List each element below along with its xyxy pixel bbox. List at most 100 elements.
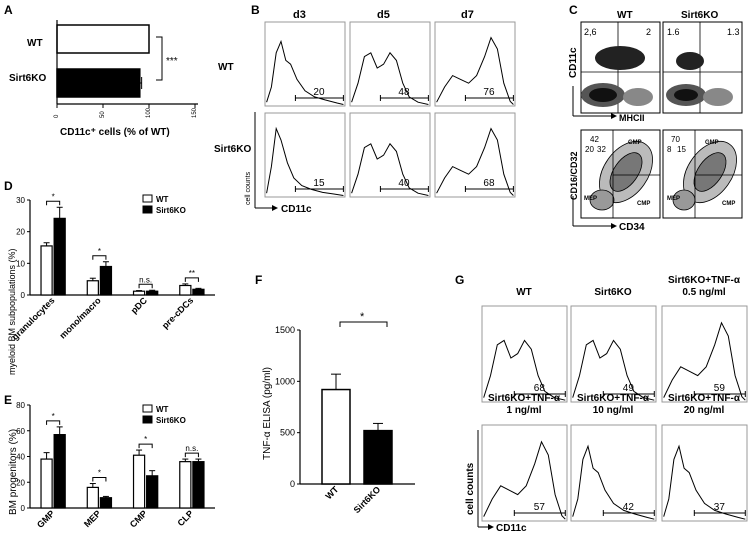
panel-b-axis-x-label: CD11c [281, 204, 312, 215]
panel-c-bottom-plot-ko [662, 129, 743, 219]
panel-f-ytick-label-2: 1000 [275, 376, 295, 386]
panel-c-col-label-ko: Sirt6KO [681, 10, 718, 21]
panel-d-bar-0-1 [86, 280, 99, 296]
panel-e-sig-bracket-0 [46, 420, 61, 425]
panel-g-title-5-1: 20 ng/ml [684, 405, 725, 416]
panel-b-hist-r0-c0-value: 20 [313, 87, 325, 98]
panel-e-bar-0-2 [132, 454, 146, 509]
panel-b-day-label-d7: d7 [461, 9, 474, 21]
panel-d-bar-1-1 [99, 265, 113, 296]
panel-c: C WT Sirt6KO CD11c 2,6 2 1.6 1.3 MHCII C… [568, 3, 743, 233]
panel-f-ytick-label-1: 500 [280, 428, 295, 438]
panel-d-legend-wt-swatch [142, 194, 153, 203]
panel-g-hist-3-frame [481, 424, 568, 522]
panel-c-col-label-wt: WT [617, 10, 633, 21]
panel-e-category-label-1: MEP [82, 508, 103, 529]
panel-d-letter: D [4, 179, 13, 193]
panel-b-hist-r0-c2-curve [436, 36, 514, 105]
panel-c-bottom-num-wt-b: 20 [585, 145, 594, 154]
panel-g-title-2-0: Sirt6KO+TNF-α [668, 275, 741, 286]
panel-e-category-label-0: GMP [35, 508, 57, 530]
panel-g-hist-0-value: 68 [534, 383, 546, 394]
panel-e-category-label-3: CLP [175, 508, 195, 528]
panel-b-histograms: 20 48 76 15 40 68 [264, 21, 516, 198]
panel-f-bar-0 [321, 388, 351, 485]
panel-d-ytick-label-2: 20 [16, 228, 25, 237]
panel-a-tick-label-1: 50 [100, 111, 106, 118]
panel-e-sig-label-1: * [98, 469, 101, 478]
panel-e-sig-bracket-2 [138, 443, 153, 449]
panel-b-hist-r0-c1-frame [349, 21, 431, 107]
panel-g-hist-0-frame [481, 305, 568, 403]
panel-b-row-label-ko: Sirt6KO [214, 144, 251, 155]
panel-g-hist-1-frame [570, 305, 657, 403]
panel-d-bar-1-0 [53, 217, 66, 296]
panel-f-ytick-label-3: 1500 [275, 325, 295, 335]
panel-e-ytick-label-2: 40 [16, 453, 25, 462]
panel-g-title-1-0: Sirt6KO [594, 287, 631, 298]
panel-c-top-q-ko-ul: 1.6 [667, 27, 680, 37]
panel-c-bottom-num-wt-a: 42 [590, 135, 599, 144]
panel-c-top-plot-ko [662, 21, 743, 114]
panel-c-bottom-y-label: CD16/CD32 [569, 151, 579, 200]
panel-c-bottom-axis-arrow [611, 223, 617, 229]
panel-g-hist-5-frame [661, 424, 748, 522]
panel-g-letter: G [455, 273, 464, 287]
panel-g-hist-2-curve [663, 321, 746, 401]
panel-b-hist-r1-c0-value: 15 [313, 178, 325, 189]
panel-e-sig-bracket-1 [92, 477, 107, 482]
panel-g-axis-y-label: cell counts [465, 462, 476, 515]
panel-d-sig-bracket-0 [46, 200, 61, 206]
panel-f-bar-1 [363, 429, 393, 485]
panel-c-top-x-label: MHCII [619, 113, 645, 123]
panel-b-letter: B [251, 3, 260, 17]
panel-c-letter: C [569, 3, 578, 17]
panel-d-sig-label-2: n.s. [139, 275, 152, 284]
panel-g-hist-4-curve [572, 444, 655, 520]
panel-b: B d3 d5 d7 WT Sirt6KO 20 48 76 15 40 68 cell … [214, 3, 516, 215]
panel-c-gate-mep-ko: MEP [667, 196, 680, 202]
panel-e-legend-ko-swatch [142, 415, 153, 424]
panel-e-bar-0-1 [86, 486, 99, 509]
panel-g-hist-5-curve [663, 444, 746, 520]
panel-b-hist-r1-c2-frame [434, 112, 516, 198]
panel-e-sig-label-2: * [144, 435, 147, 444]
panel-d: D myeloid BM subpopulations (%) WT Sirt6… [4, 179, 215, 375]
panel-e-letter: E [4, 393, 12, 407]
panel-a-bars [56, 24, 150, 98]
panel-b-hist-r1-c2-value: 68 [483, 178, 495, 189]
panel-d-sig-label-0: * [52, 192, 55, 201]
panel-d-bar-0-3 [179, 284, 192, 296]
panel-b-hist-r0-c2-value: 76 [483, 87, 495, 98]
panel-c-bottom-x-label: CD34 [619, 222, 645, 233]
panel-c-top-q-wt-ul: 2,6 [584, 27, 597, 37]
panel-a-bar-0 [56, 24, 150, 54]
panel-a-letter: A [4, 3, 13, 17]
panel-c-bottom-num-ko-c: 15 [677, 145, 686, 154]
panel-c-top-axis-arrow [611, 113, 617, 119]
panel-d-sig-bracket-3 [184, 277, 199, 282]
panel-d-category-label-3: pre-cDCs [160, 295, 195, 330]
panel-d-legend-ko-swatch [142, 205, 153, 214]
panel-d-legend-wt-label: WT [156, 195, 169, 204]
panel-d-bar-0-2 [132, 290, 146, 296]
panel-d-ytick-label-1: 10 [16, 259, 25, 268]
panel-e-sig-label-3: n.s. [185, 444, 198, 453]
panel-d-category-label-2: pDC [129, 295, 150, 316]
panel-f-ytick-label-0: 0 [290, 479, 295, 489]
panel-e-legend-wt-label: WT [156, 405, 169, 414]
panel-b-hist-r1-c1-value: 40 [398, 178, 410, 189]
panel-f-letter: F [255, 273, 262, 287]
panel-a-group-label-ko: Sirt6KO [9, 73, 46, 84]
panel-e-bar-1-3 [192, 461, 205, 509]
panel-c-density-ko-high [676, 52, 704, 70]
panel-a-ticks: 0 50 100 150 [54, 104, 198, 118]
panel-e-legend-ko-label: Sirt6KO [156, 416, 186, 425]
panel-c-gate-cmp-ko: CMP [722, 201, 735, 207]
panel-d-bar-1-3 [192, 288, 205, 296]
panel-g-hist-1-curve [572, 339, 655, 401]
panel-c-density-ko-mid [703, 88, 733, 106]
panel-g-axis-arrow [488, 524, 494, 530]
panel-a: A WT Sirt6KO 0 50 100 150 *** CD11c⁺ cells … [4, 3, 198, 138]
